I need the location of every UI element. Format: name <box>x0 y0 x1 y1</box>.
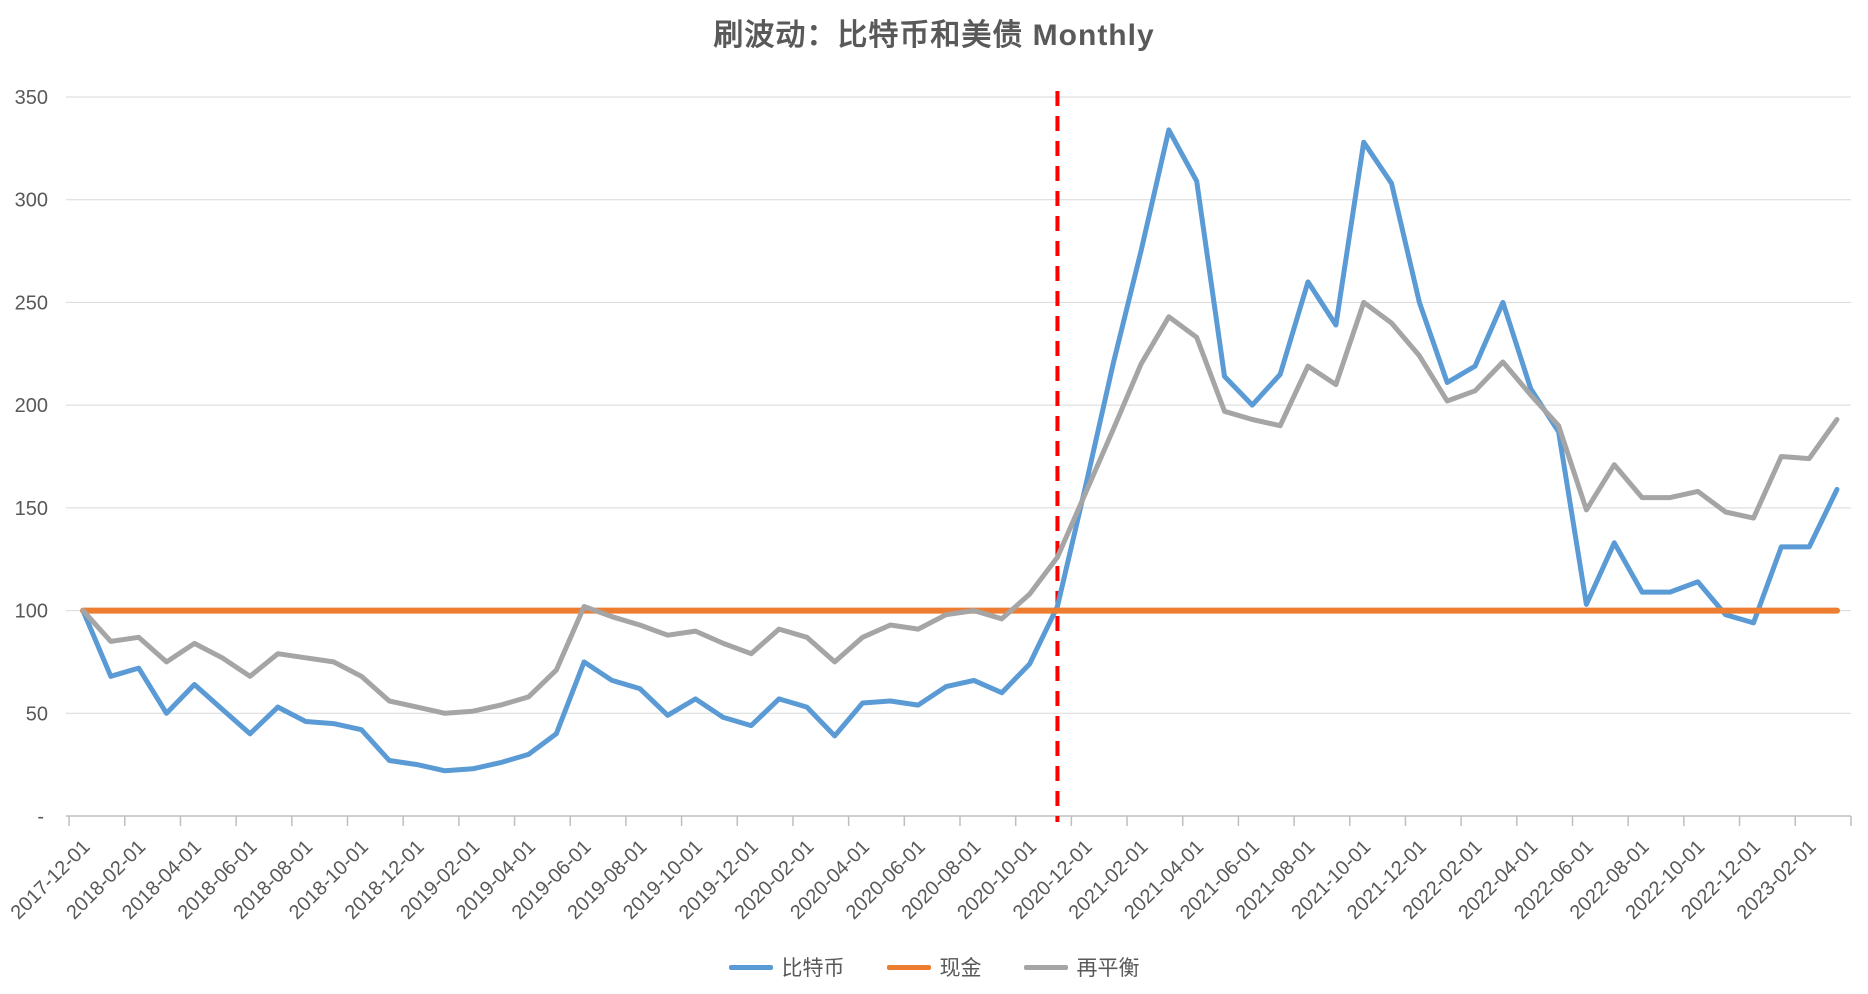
y-tick-label: 150 <box>15 498 48 520</box>
y-tick-label: 300 <box>15 190 48 212</box>
legend-item-rebalance: 再平衡 <box>1023 952 1140 982</box>
series-line-0 <box>80 127 1840 774</box>
series-line-2 <box>80 299 1840 716</box>
y-tick-label: 350 <box>15 87 48 109</box>
legend-label-rebalance: 再平衡 <box>1076 957 1140 980</box>
y-tick-label: 100 <box>15 601 48 623</box>
legend-label-bitcoin: 比特币 <box>781 957 845 980</box>
y-tick-label: 250 <box>15 292 48 314</box>
cash-line-swatch <box>886 964 931 970</box>
y-zero-label: - <box>37 806 44 828</box>
legend-item-cash: 现金 <box>886 952 982 982</box>
legend-item-bitcoin: 比特币 <box>728 952 845 982</box>
chart-title: 刷波动：比特币和美债 Monthly <box>713 19 1155 52</box>
y-tick-label: 200 <box>15 395 48 417</box>
y-tick-label: 50 <box>26 703 48 725</box>
bitcoin-line-swatch <box>728 964 773 970</box>
rebalance-line-swatch <box>1023 964 1068 970</box>
legend-label-cash: 现金 <box>939 957 982 980</box>
chart-legend: 比特币 现金 再平衡 <box>0 952 1868 982</box>
